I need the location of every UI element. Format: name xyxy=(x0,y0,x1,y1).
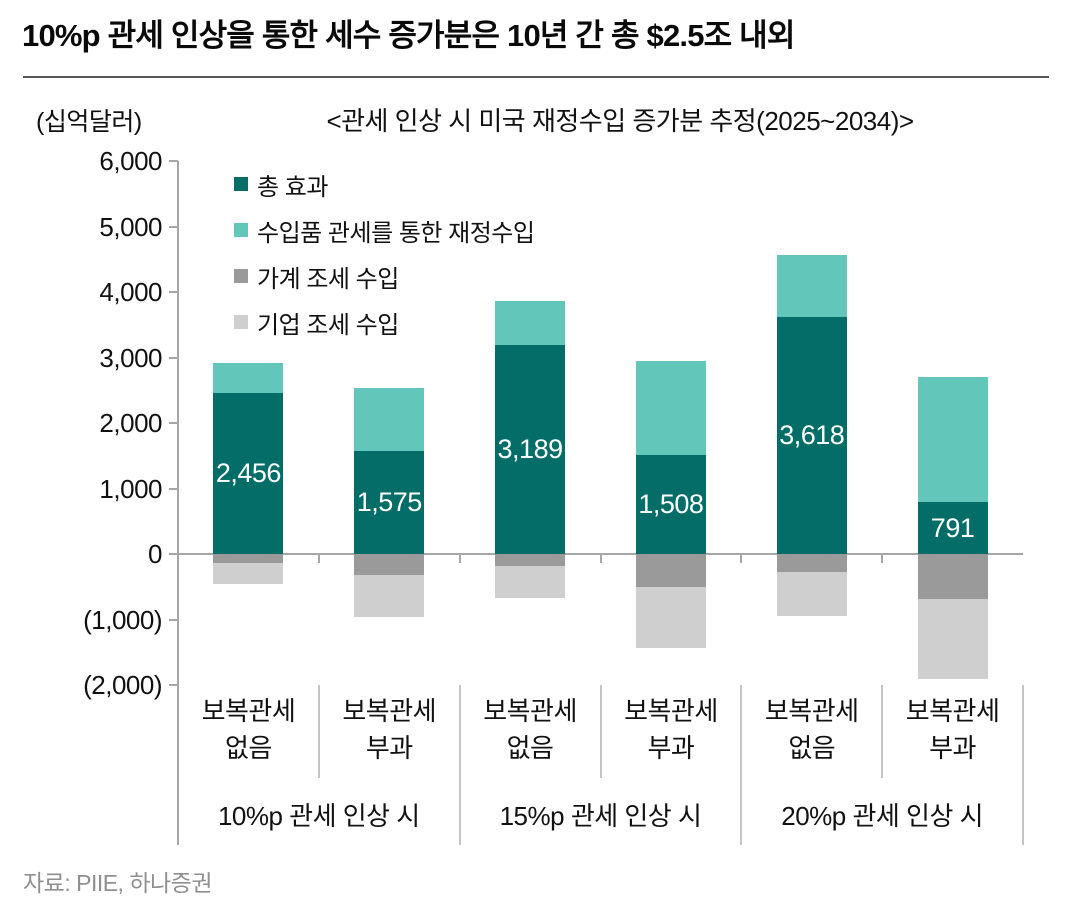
source-note: 자료: PIIE, 하나증권 xyxy=(23,870,212,896)
category-label-line2: 부과 xyxy=(647,733,695,763)
y-axis-tick xyxy=(169,487,178,490)
category-separator xyxy=(881,685,884,778)
legend-label: 수입품 관세를 통한 재정수입 xyxy=(257,219,535,247)
bar-segment-household-tax xyxy=(354,554,425,576)
group-label: 20%p 관세 인상 시 xyxy=(781,801,984,831)
bar-segment-corporate-tax xyxy=(776,571,847,616)
category-label-line1: 보복관세 xyxy=(483,696,577,726)
legend-item: 총 효과 xyxy=(234,161,534,207)
y-axis-line xyxy=(177,161,179,845)
category-label-line2: 없음 xyxy=(224,733,272,763)
y-axis-tick xyxy=(169,618,178,621)
bar-segment-household-tax xyxy=(635,554,706,587)
category-separator xyxy=(1022,685,1024,845)
bar-value-label: 1,508 xyxy=(638,489,704,520)
legend-swatch-icon xyxy=(234,315,248,329)
y-axis-tick-label: (2,000) xyxy=(83,670,162,700)
y-axis-tick-label: 2,000 xyxy=(99,408,162,438)
bar-segment-household-tax xyxy=(495,554,566,567)
legend-label: 가계 조세 수입 xyxy=(257,265,399,293)
category-label-line2: 없음 xyxy=(788,733,836,763)
category-label-line1: 보복관세 xyxy=(342,696,437,726)
bar-segment-total xyxy=(776,317,847,554)
bar-segment-total xyxy=(917,502,988,554)
x-axis-tick xyxy=(881,554,884,563)
legend-swatch-icon xyxy=(234,177,248,191)
category-label-line1: 보복관세 xyxy=(905,696,1000,726)
bar-segment-household-tax xyxy=(917,554,988,599)
bar-value-label: 3,618 xyxy=(779,420,845,450)
category-label-line2: 없음 xyxy=(506,733,554,763)
bar-value-label: 1,575 xyxy=(356,486,423,517)
y-axis-tick xyxy=(169,225,178,228)
category-label-line1: 보복관세 xyxy=(764,696,859,726)
x-axis-tick xyxy=(458,554,461,563)
category-label-line2: 부과 xyxy=(365,733,413,763)
bar-segment-corporate-tax xyxy=(213,562,284,585)
legend-item: 수입품 관세를 통한 재정수입 xyxy=(234,207,535,253)
y-axis-tick-label: 1,000 xyxy=(99,473,162,504)
group-label: 10%p 관세 인상 시 xyxy=(217,801,420,831)
bar-segment-total xyxy=(354,450,425,554)
bar-value-label: 791 xyxy=(930,512,975,543)
bar-segment-corporate-tax xyxy=(354,575,425,617)
x-axis-tick xyxy=(317,554,320,563)
y-axis-tick xyxy=(169,553,178,555)
bar-value-label: 2,456 xyxy=(215,458,282,489)
legend-item: 기업 조세 수입 xyxy=(234,299,534,345)
bar-segment-corporate-tax xyxy=(917,598,988,680)
bar-segment-total xyxy=(635,455,706,554)
bar-segment-household-tax xyxy=(213,554,284,563)
y-axis-tick-label: (1,000) xyxy=(83,604,162,635)
category-label-line1: 보복관세 xyxy=(201,696,296,726)
y-axis-tick-label: 5,000 xyxy=(99,211,162,242)
page-title: 10%p 관세 인상을 통한 세수 증가분은 10년 간 총 $2.5조 내외 xyxy=(22,18,795,53)
legend-swatch-icon xyxy=(234,269,248,283)
y-axis-tick xyxy=(169,684,178,686)
y-axis-unit-label: (십억달러) xyxy=(36,108,142,136)
category-label-line1: 보복관세 xyxy=(624,696,718,726)
legend-item: 가계 조세 수입 xyxy=(234,253,534,299)
bar-segment-corporate-tax xyxy=(495,566,566,599)
y-axis-tick-label: 6,000 xyxy=(99,146,162,176)
y-axis-tick xyxy=(169,356,178,359)
y-axis-tick xyxy=(169,160,178,162)
category-separator xyxy=(740,685,743,845)
category-separator xyxy=(599,685,602,778)
category-separator xyxy=(458,685,461,845)
x-axis-tick xyxy=(740,554,743,563)
y-axis-tick xyxy=(169,291,178,293)
y-axis-tick-label: 3,000 xyxy=(99,342,162,373)
bar-segment-household-tax xyxy=(776,554,847,572)
bar-segment-corporate-tax xyxy=(635,586,706,648)
title-divider xyxy=(23,76,1049,78)
legend-swatch-icon xyxy=(234,223,248,237)
legend-label: 기업 조세 수입 xyxy=(257,311,399,339)
y-axis-tick-label: 4,000 xyxy=(99,277,162,307)
category-label-line2: 부과 xyxy=(929,733,976,763)
y-axis-tick xyxy=(169,422,178,424)
category-separator xyxy=(317,685,320,778)
chart-title: <관세 인상 시 미국 재정수입 증가분 추정(2025~2034)> xyxy=(326,106,914,136)
legend-label: 총 효과 xyxy=(257,173,328,201)
bar-value-label: 3,189 xyxy=(497,434,564,465)
group-label: 15%p 관세 인상 시 xyxy=(499,801,702,831)
bar-segment-total xyxy=(495,345,566,554)
x-axis-tick xyxy=(599,554,602,563)
y-axis-tick-label: 0 xyxy=(148,539,162,569)
bar-segment-total xyxy=(213,393,284,554)
